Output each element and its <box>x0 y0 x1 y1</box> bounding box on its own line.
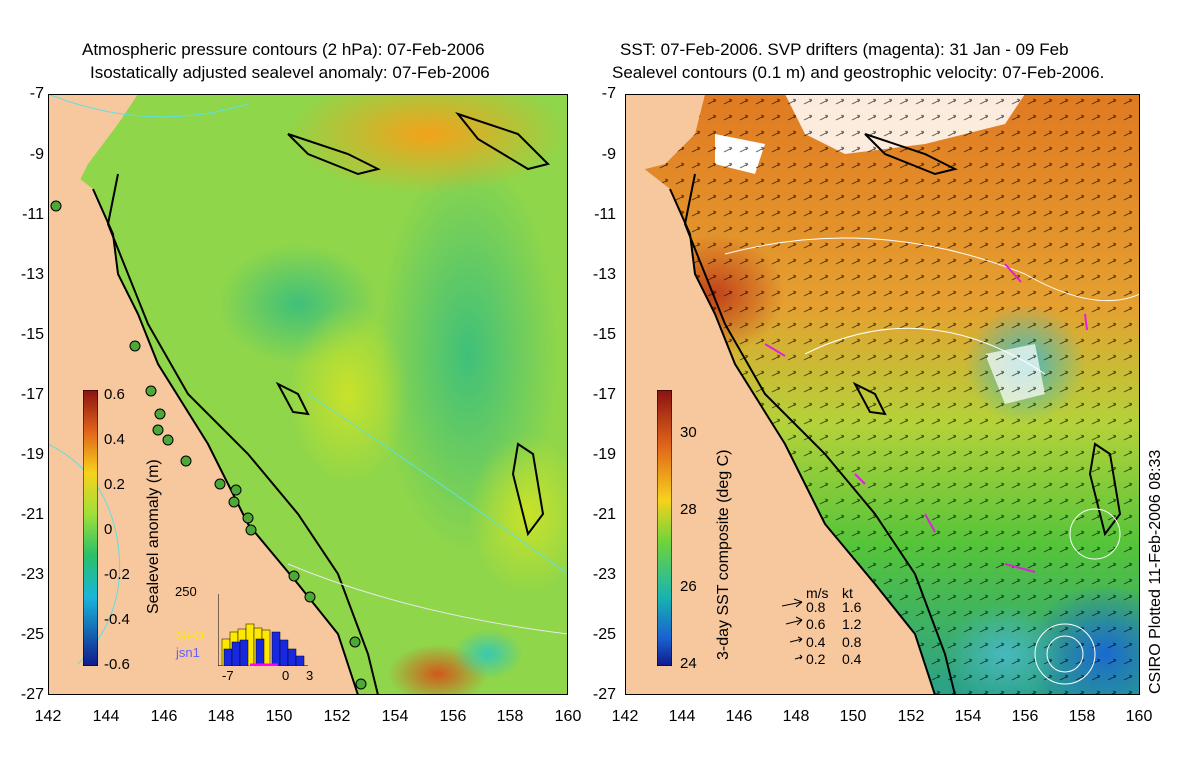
inset-xtick-2: 3 <box>306 668 314 683</box>
right-plot-frame <box>625 94 1140 695</box>
vel-kt-1: 1.2 <box>842 616 862 632</box>
right-title-line1: SST: 07-Feb-2006. SVP drifters (magenta)… <box>620 40 1069 59</box>
right-cb-tick-2: 26 <box>680 578 697 595</box>
tide-gauge-markers <box>50 200 367 690</box>
left-cb-tick-2: 0.2 <box>104 476 125 493</box>
left-title-line1: Atmospheric pressure contours (2 hPa): 0… <box>82 40 485 59</box>
right-xtick-6: 154 <box>954 708 982 725</box>
left-colorbar <box>83 390 98 666</box>
left-ytick-1: -9 <box>29 146 44 163</box>
left-xtick-1: 144 <box>92 708 120 725</box>
left-xtick-5: 152 <box>323 708 351 725</box>
right-colorbar-label: 3-day SST composite (deg C) <box>715 449 732 660</box>
right-colorbar <box>657 390 672 666</box>
svp-drifter-tracks <box>764 263 1088 573</box>
left-ytick-5: -17 <box>20 386 44 403</box>
right-ytick-6: -19 <box>592 446 616 463</box>
right-ytick-7: -21 <box>592 506 616 523</box>
plot-credit: CSIRO Plotted 11-Feb-2006 08:33 <box>1147 449 1164 694</box>
left-xtick-9: 160 <box>554 708 582 725</box>
sst-map <box>625 94 1140 695</box>
right-ytick-9: -25 <box>592 626 616 643</box>
inset-legend-gfo: GFO <box>176 628 205 643</box>
velocity-legend-arrows <box>781 598 803 660</box>
inset-xtick-0: -7 <box>222 668 234 683</box>
left-ytick-0: -7 <box>29 85 44 102</box>
vel-kt-2: 0.8 <box>842 634 862 650</box>
left-xtick-8: 158 <box>496 708 524 725</box>
left-cb-tick-0: 0.6 <box>104 386 125 403</box>
right-ytick-10: -27 <box>592 686 616 703</box>
sealevel-anomaly-map <box>48 94 568 695</box>
left-ytick-4: -15 <box>20 326 44 343</box>
left-title-line2: Isostatically adjusted sealevel anomaly:… <box>90 63 490 82</box>
right-cb-tick-0: 30 <box>680 424 697 441</box>
left-plot-frame <box>48 94 568 695</box>
vel-header-kt: kt <box>842 585 853 601</box>
inset-xtick-1: 0 <box>282 668 290 683</box>
vel-kt-3: 0.4 <box>842 651 862 667</box>
right-xtick-0: 142 <box>611 708 639 725</box>
left-ytick-7: -21 <box>20 506 44 523</box>
left-ytick-3: -13 <box>20 266 44 283</box>
left-xtick-7: 156 <box>439 708 467 725</box>
left-xtick-3: 148 <box>207 708 235 725</box>
right-xtick-3: 148 <box>782 708 810 725</box>
right-xtick-2: 146 <box>725 708 753 725</box>
right-cb-tick-1: 28 <box>680 501 697 518</box>
left-ytick-2: -11 <box>22 206 44 223</box>
right-title-line2: Sealevel contours (0.1 m) and geostrophi… <box>612 63 1105 82</box>
right-xtick-9: 160 <box>1125 708 1153 725</box>
left-ytick-10: -27 <box>20 686 44 703</box>
right-cb-tick-3: 24 <box>680 655 697 672</box>
left-cb-tick-4: -0.2 <box>104 566 130 583</box>
right-ytick-1: -9 <box>601 146 616 163</box>
right-ytick-0: -7 <box>601 85 616 102</box>
inset-legend-jsn1: jsn1 <box>176 645 200 660</box>
left-ytick-6: -19 <box>20 446 44 463</box>
right-xtick-5: 152 <box>897 708 925 725</box>
right-xtick-7: 156 <box>1011 708 1039 725</box>
vel-ms-3: 0.2 <box>806 651 826 667</box>
inset-ymax-label: 250 <box>175 584 197 599</box>
right-xtick-1: 144 <box>668 708 696 725</box>
left-xtick-0: 142 <box>34 708 62 725</box>
right-ytick-2: -11 <box>594 206 616 223</box>
left-xtick-4: 150 <box>265 708 293 725</box>
left-cb-tick-5: -0.4 <box>104 611 130 628</box>
right-xtick-8: 158 <box>1068 708 1096 725</box>
inset-histogram <box>218 594 308 666</box>
vel-ms-0: 0.8 <box>806 599 826 615</box>
vel-header-ms: m/s <box>806 585 829 601</box>
left-xtick-6: 154 <box>381 708 409 725</box>
right-ytick-8: -23 <box>592 566 616 583</box>
vel-ms-2: 0.4 <box>806 634 826 650</box>
left-xtick-2: 146 <box>150 708 178 725</box>
left-ytick-9: -25 <box>20 626 44 643</box>
left-colorbar-label: Sealevel anomaly (m) <box>145 459 162 614</box>
right-ytick-4: -15 <box>592 326 616 343</box>
right-ytick-3: -13 <box>592 266 616 283</box>
right-xtick-4: 150 <box>839 708 867 725</box>
left-ytick-8: -23 <box>20 566 44 583</box>
left-cb-tick-6: -0.6 <box>104 656 130 673</box>
left-cb-tick-3: 0 <box>104 521 113 538</box>
vel-ms-1: 0.6 <box>806 616 826 632</box>
right-ytick-5: -17 <box>592 386 616 403</box>
left-cb-tick-1: 0.4 <box>104 431 125 448</box>
vel-kt-0: 1.6 <box>842 599 862 615</box>
